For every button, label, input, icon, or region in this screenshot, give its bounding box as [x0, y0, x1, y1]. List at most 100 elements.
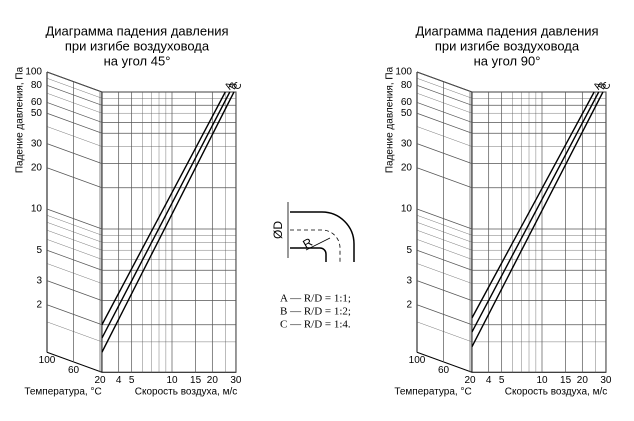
y-tick-label: 60 [401, 97, 413, 108]
grid-line [416, 304, 606, 326]
t-axis-label: Температура, °С [24, 387, 101, 398]
x-axis-label: Скорость воздуха, м/с [505, 387, 607, 398]
y-tick-label: 100 [395, 67, 412, 78]
grid-line [416, 84, 606, 106]
x-tick-label: 20 [577, 375, 589, 386]
minor-grid-line [46, 321, 236, 343]
t-tick-label: 20 [464, 375, 476, 386]
grid-line [46, 167, 236, 189]
minor-grid-line [416, 239, 606, 260]
y-tick-label: 10 [31, 204, 43, 215]
radius-line [305, 237, 331, 251]
minor-grid-line [416, 126, 606, 147]
y-tick-label: 30 [31, 138, 43, 149]
x-tick-label: 10 [536, 375, 548, 386]
center-line [290, 229, 341, 262]
y-tick-label: 20 [401, 162, 413, 173]
curve [471, 91, 595, 319]
minor-grid-line [46, 222, 236, 243]
y-tick-label: 80 [31, 80, 43, 91]
legend-note: B — R/D = 1:2; [280, 306, 351, 318]
chart-title: при изгибе воздуховода [65, 38, 210, 53]
minor-grid-line [416, 222, 606, 243]
y-tick-label: 30 [401, 138, 413, 149]
x-tick-label: 4 [116, 375, 122, 386]
x-tick-label: 5 [499, 375, 505, 386]
grid-line [416, 112, 606, 134]
minor-grid-line [416, 93, 606, 114]
minor-grid-line [416, 263, 606, 284]
y-tick-label: 50 [31, 108, 43, 119]
grid-line [46, 112, 236, 134]
y-tick-label: 80 [401, 80, 413, 91]
grid-line [46, 102, 236, 123]
x-tick-label: 5 [129, 375, 135, 386]
legend-label: C [232, 80, 245, 92]
frame [46, 71, 237, 373]
t-tick-label: 100 [39, 355, 56, 366]
t-tick-label: 60 [438, 365, 450, 376]
chart-title: Диаграмма падения давления [415, 23, 598, 38]
t-tick-label: 20 [94, 375, 106, 386]
minor-grid-line [416, 78, 606, 99]
y-tick-label: 3 [36, 275, 42, 286]
grid-line [46, 280, 236, 301]
grid-line [416, 249, 606, 271]
legend-label: B [596, 80, 609, 92]
minor-grid-line [46, 230, 236, 251]
legend-label: A [592, 80, 605, 92]
grid-line [46, 71, 236, 93]
legend-label: B [227, 80, 240, 92]
t-tick-label: 100 [409, 355, 426, 366]
legend-label: A [223, 80, 236, 92]
chart-title: Диаграмма падения давления [45, 23, 228, 38]
y-tick-label: 2 [406, 299, 412, 310]
frame [416, 71, 607, 373]
minor-grid-line [46, 263, 236, 284]
y-tick-label: 2 [36, 299, 42, 310]
grid-line [416, 167, 606, 189]
curve [101, 91, 235, 353]
x-tick-label: 15 [190, 375, 202, 386]
grid-line [46, 208, 236, 230]
chart-title: на угол 45° [104, 53, 171, 68]
x-tick-label: 4 [486, 375, 492, 386]
x-tick-label: 10 [166, 375, 178, 386]
legend-note: C — R/D = 1:4. [280, 319, 351, 331]
legend-label: C [600, 80, 613, 92]
minor-grid-line [46, 126, 236, 147]
minor-grid-line [416, 215, 606, 236]
minor-grid-line [46, 78, 236, 99]
grid-line [416, 71, 606, 93]
minor-grid-line [416, 230, 606, 251]
curve [471, 91, 604, 348]
elbow-diagram: ØD R [271, 202, 355, 262]
y-tick-label: 50 [401, 108, 413, 119]
elbow-inner [290, 247, 327, 262]
elbow-outer [290, 211, 355, 262]
x-tick-label: 20 [207, 375, 219, 386]
y-tick-label: 3 [406, 275, 412, 286]
y-axis-label: Падение давления, Па [15, 66, 26, 173]
y-tick-label: 10 [401, 204, 413, 215]
legend-note: A — R/D = 1:1; [280, 293, 351, 305]
x-tick-label: 30 [600, 375, 612, 386]
y-axis-label: Падение давления, Па [385, 66, 396, 173]
y-tick-label: 5 [36, 245, 42, 256]
t-axis-label: Температура, °С [394, 387, 471, 398]
y-tick-label: 20 [31, 162, 43, 173]
grid-line [416, 102, 606, 123]
grid-line [46, 84, 236, 106]
curve [101, 91, 231, 339]
y-tick-label: 60 [31, 97, 43, 108]
grid-line [46, 143, 236, 164]
y-tick-label: 100 [25, 67, 42, 78]
grid-line [416, 280, 606, 301]
y-tick-label: 5 [406, 245, 412, 256]
x-tick-label: 30 [230, 375, 242, 386]
minor-grid-line [46, 93, 236, 114]
minor-grid-line [46, 215, 236, 236]
curve [471, 91, 600, 333]
minor-grid-line [416, 321, 606, 343]
x-axis-label: Скорость воздуха, м/с [135, 387, 237, 398]
